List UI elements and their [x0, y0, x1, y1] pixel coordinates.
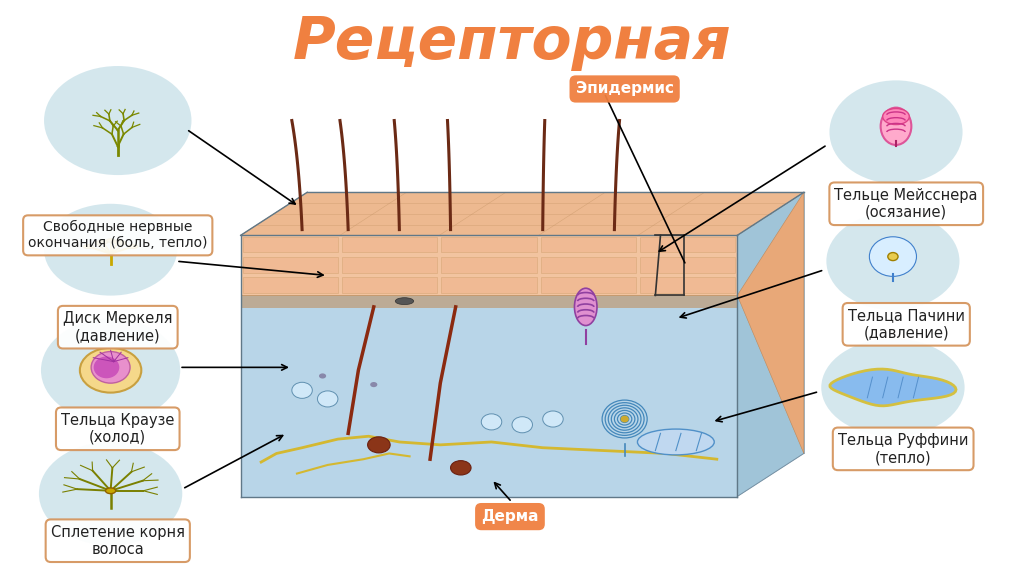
Ellipse shape: [83, 245, 93, 249]
Ellipse shape: [876, 242, 910, 271]
Polygon shape: [342, 257, 437, 273]
Ellipse shape: [395, 298, 414, 305]
Ellipse shape: [39, 442, 182, 545]
Ellipse shape: [41, 319, 180, 422]
Ellipse shape: [80, 348, 141, 393]
Ellipse shape: [881, 108, 911, 145]
Ellipse shape: [821, 339, 965, 436]
Ellipse shape: [872, 239, 913, 274]
Polygon shape: [640, 257, 735, 273]
Polygon shape: [243, 257, 338, 273]
Ellipse shape: [94, 356, 119, 378]
Polygon shape: [243, 277, 338, 293]
Polygon shape: [241, 192, 804, 235]
Text: Рецепторная: Рецепторная: [293, 14, 731, 71]
Ellipse shape: [105, 488, 116, 494]
Polygon shape: [541, 277, 636, 293]
Polygon shape: [342, 237, 437, 253]
Text: Эпидермис: Эпидермис: [575, 82, 674, 96]
Ellipse shape: [888, 253, 898, 261]
Ellipse shape: [319, 374, 326, 379]
Ellipse shape: [512, 417, 532, 433]
Ellipse shape: [888, 252, 898, 261]
Ellipse shape: [883, 108, 909, 125]
Ellipse shape: [574, 288, 597, 325]
Ellipse shape: [879, 245, 907, 269]
Polygon shape: [640, 237, 735, 253]
Polygon shape: [441, 237, 537, 253]
Ellipse shape: [826, 212, 959, 310]
Polygon shape: [241, 296, 737, 308]
Text: Свободные нервные
окончания (боль, тепло): Свободные нервные окончания (боль, тепло…: [28, 220, 208, 250]
Polygon shape: [441, 277, 537, 293]
Ellipse shape: [119, 241, 127, 245]
Text: Тельца Руффини
(тепло): Тельца Руффини (тепло): [838, 433, 969, 465]
Text: Тельца Пачини
(давление): Тельца Пачини (давление): [848, 308, 965, 340]
Ellipse shape: [292, 382, 312, 398]
Ellipse shape: [885, 250, 901, 263]
Text: Сплетение корня
волоса: Сплетение корня волоса: [51, 525, 184, 557]
Ellipse shape: [106, 239, 115, 242]
Polygon shape: [829, 369, 956, 406]
Text: Диск Меркеля
(давление): Диск Меркеля (давление): [63, 311, 172, 343]
Polygon shape: [243, 237, 338, 253]
Ellipse shape: [91, 351, 130, 383]
Ellipse shape: [637, 429, 715, 455]
Ellipse shape: [94, 241, 102, 245]
Ellipse shape: [371, 382, 377, 387]
Ellipse shape: [317, 391, 338, 407]
Ellipse shape: [869, 236, 916, 276]
Text: Тельца Краузе
(холод): Тельца Краузе (холод): [61, 413, 174, 445]
Polygon shape: [737, 192, 804, 497]
Ellipse shape: [882, 247, 904, 266]
Ellipse shape: [543, 411, 563, 427]
Polygon shape: [640, 277, 735, 293]
Polygon shape: [342, 277, 437, 293]
Polygon shape: [241, 235, 737, 296]
Polygon shape: [541, 237, 636, 253]
Polygon shape: [541, 257, 636, 273]
Polygon shape: [241, 296, 737, 497]
Ellipse shape: [621, 416, 629, 422]
Ellipse shape: [114, 240, 124, 244]
Text: Дерма: Дерма: [481, 509, 539, 524]
Text: Тельце Мейсснера
(осязание): Тельце Мейсснера (осязание): [835, 188, 978, 220]
Ellipse shape: [829, 80, 963, 184]
Ellipse shape: [128, 245, 138, 249]
Ellipse shape: [481, 414, 502, 430]
Ellipse shape: [368, 437, 390, 453]
Ellipse shape: [44, 66, 191, 175]
Ellipse shape: [451, 460, 471, 475]
Ellipse shape: [44, 204, 177, 296]
Ellipse shape: [97, 240, 108, 244]
Polygon shape: [737, 192, 804, 453]
Polygon shape: [441, 257, 537, 273]
